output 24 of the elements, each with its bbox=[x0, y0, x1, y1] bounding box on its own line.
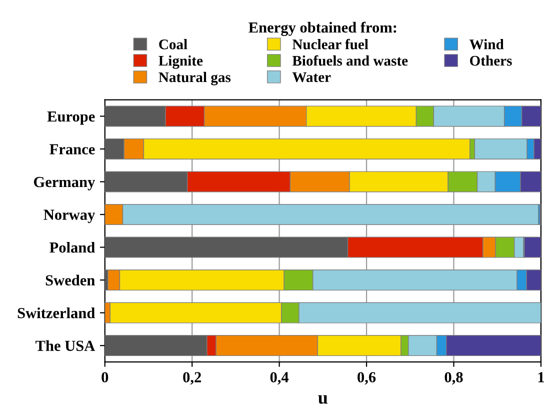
y-tick-label: France bbox=[50, 144, 95, 154]
x-tick-label: 0,2 bbox=[183, 372, 201, 385]
x-axis-title: u bbox=[318, 395, 328, 404]
legend-label: Wind bbox=[469, 39, 504, 50]
legend-label: Coal bbox=[159, 39, 188, 50]
legend-title: Energy obtained from: bbox=[248, 22, 396, 36]
x-tick-label: 0 bbox=[102, 372, 108, 382]
y-tick-label: Norway bbox=[44, 210, 96, 224]
x-tick-label: 0,8 bbox=[444, 372, 463, 385]
legend-label: Others bbox=[470, 55, 512, 66]
legend-label: Lignite bbox=[158, 55, 203, 69]
y-tick-label: The USA bbox=[36, 340, 96, 351]
x-tick-label: 0,6 bbox=[358, 372, 376, 385]
y-tick-label: Germany bbox=[34, 176, 96, 190]
x-tick-label: 0,4 bbox=[270, 372, 289, 385]
y-tick-label: Europe bbox=[47, 112, 95, 125]
y-tick-label: Switzerland bbox=[18, 307, 95, 318]
legend-label: Natural gas bbox=[158, 72, 231, 86]
x-tick-label: 1 bbox=[538, 372, 544, 382]
y-tick-label: Sweden bbox=[46, 274, 95, 286]
y-tick-label: Poland bbox=[50, 242, 95, 253]
legend-label: Nuclear fuel bbox=[292, 38, 368, 50]
legend-label: Water bbox=[292, 72, 331, 82]
legend-label: Biofuels and waste bbox=[292, 55, 408, 66]
